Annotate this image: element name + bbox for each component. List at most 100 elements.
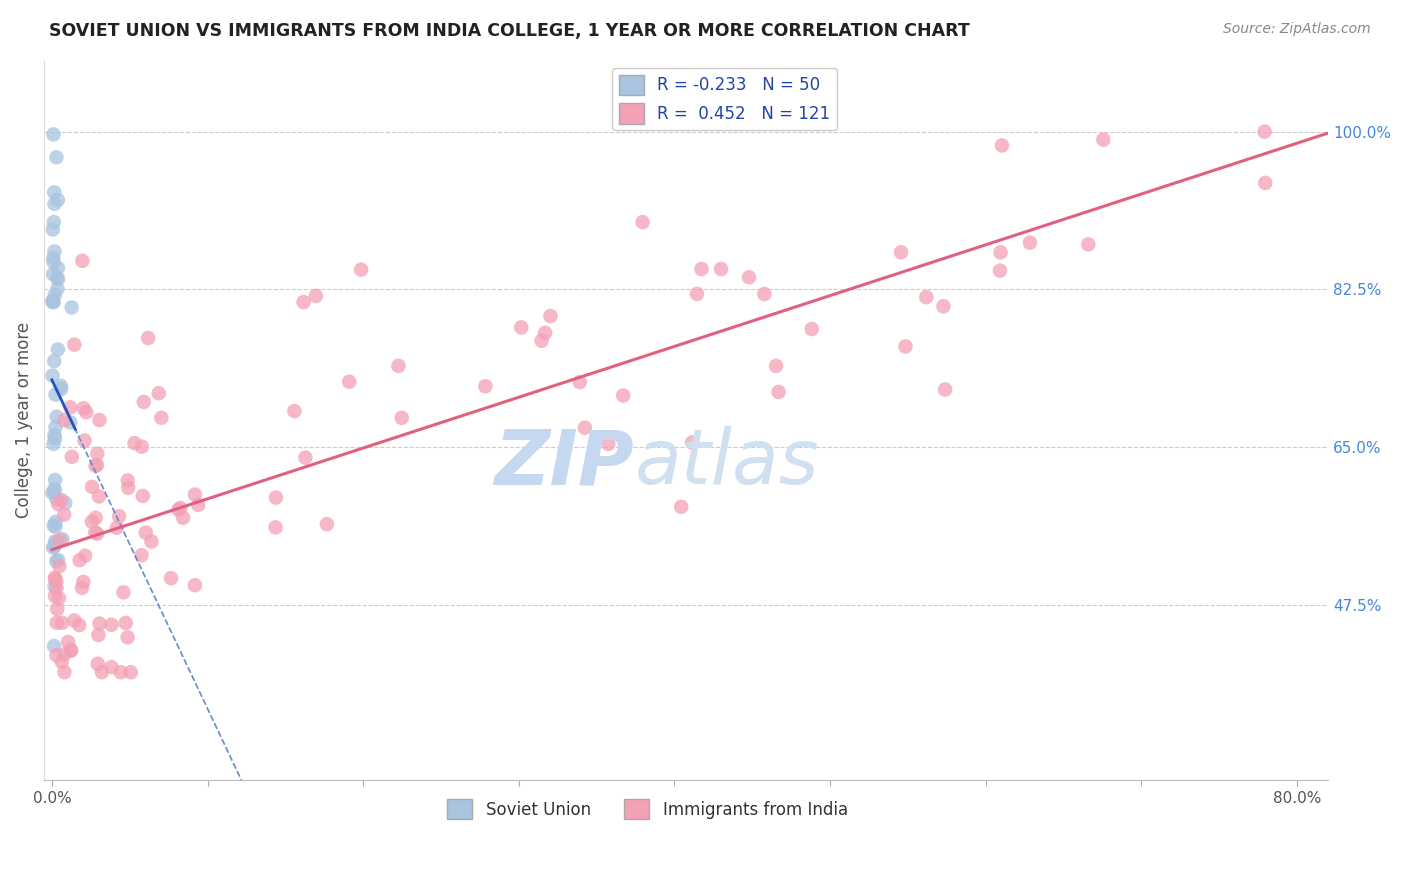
Point	[53, 413, 76, 427]
Point	[59, 401, 82, 415]
Point	[264, 520, 287, 534]
Point	[44, 571, 66, 585]
Point	[44, 288, 66, 302]
Point	[148, 386, 170, 401]
Point	[53, 508, 76, 522]
Point	[84, 525, 107, 540]
Point	[42, 128, 65, 142]
Point	[44, 420, 66, 434]
Point	[264, 491, 287, 505]
Point	[42, 541, 65, 555]
Point	[51, 493, 73, 508]
Point	[46, 497, 69, 511]
Point	[510, 320, 533, 334]
Point	[42, 215, 65, 229]
Point	[46, 271, 69, 285]
Point	[60, 450, 83, 464]
Point	[44, 520, 66, 534]
Point	[990, 245, 1012, 260]
Point	[150, 410, 173, 425]
Point	[53, 665, 76, 680]
Point	[991, 138, 1014, 153]
Point	[568, 375, 591, 389]
Point	[132, 395, 155, 409]
Point	[44, 580, 66, 594]
Point	[574, 421, 596, 435]
Point	[283, 404, 305, 418]
Point	[51, 532, 73, 546]
Point	[73, 434, 96, 448]
Point	[110, 665, 132, 680]
Point	[305, 289, 328, 303]
Point	[75, 549, 97, 563]
Point	[44, 428, 66, 442]
Point	[108, 509, 131, 524]
Point	[42, 518, 65, 533]
Point	[45, 554, 67, 568]
Point	[60, 643, 83, 657]
Point	[48, 559, 70, 574]
Point	[169, 500, 191, 515]
Point	[45, 535, 67, 549]
Point	[42, 293, 65, 308]
Point	[316, 517, 339, 532]
Point	[294, 450, 316, 465]
Point	[612, 388, 634, 402]
Point	[117, 474, 139, 488]
Point	[765, 359, 787, 373]
Point	[44, 534, 66, 549]
Point	[56, 635, 79, 649]
Point	[44, 244, 66, 259]
Point	[184, 578, 207, 592]
Point	[44, 354, 66, 368]
Point	[87, 628, 110, 642]
Point	[141, 534, 163, 549]
Point	[42, 295, 65, 310]
Point	[124, 436, 146, 450]
Point	[100, 660, 122, 674]
Point	[41, 485, 63, 500]
Point	[598, 437, 620, 451]
Point	[46, 272, 69, 286]
Point	[44, 387, 66, 401]
Point	[45, 615, 67, 630]
Point	[292, 295, 315, 310]
Point	[44, 196, 66, 211]
Point	[1077, 237, 1099, 252]
Point	[387, 359, 409, 373]
Text: atlas: atlas	[634, 426, 820, 500]
Point	[391, 410, 413, 425]
Point	[540, 309, 562, 323]
Point	[67, 618, 90, 632]
Point	[117, 481, 139, 495]
Point	[44, 186, 66, 200]
Point	[59, 643, 82, 657]
Point	[51, 615, 73, 630]
Point	[1253, 125, 1275, 139]
Point	[100, 617, 122, 632]
Point	[80, 515, 103, 529]
Point	[86, 458, 108, 472]
Text: SOVIET UNION VS IMMIGRANTS FROM INDIA COLLEGE, 1 YEAR OR MORE CORRELATION CHART: SOVIET UNION VS IMMIGRANTS FROM INDIA CO…	[49, 22, 970, 40]
Point	[117, 630, 139, 644]
Point	[42, 267, 65, 281]
Point	[768, 384, 790, 399]
Point	[45, 409, 67, 424]
Point	[136, 331, 159, 345]
Point	[131, 440, 153, 454]
Point	[75, 405, 97, 419]
Point	[686, 286, 709, 301]
Point	[63, 614, 86, 628]
Point	[187, 498, 209, 512]
Y-axis label: College, 1 year or more: College, 1 year or more	[15, 322, 32, 518]
Point	[44, 473, 66, 487]
Point	[474, 379, 496, 393]
Point	[49, 379, 72, 393]
Point	[89, 413, 111, 427]
Point	[63, 337, 86, 351]
Point	[1092, 133, 1115, 147]
Point	[1254, 176, 1277, 190]
Point	[48, 591, 70, 606]
Point	[53, 648, 76, 662]
Point	[1019, 235, 1042, 250]
